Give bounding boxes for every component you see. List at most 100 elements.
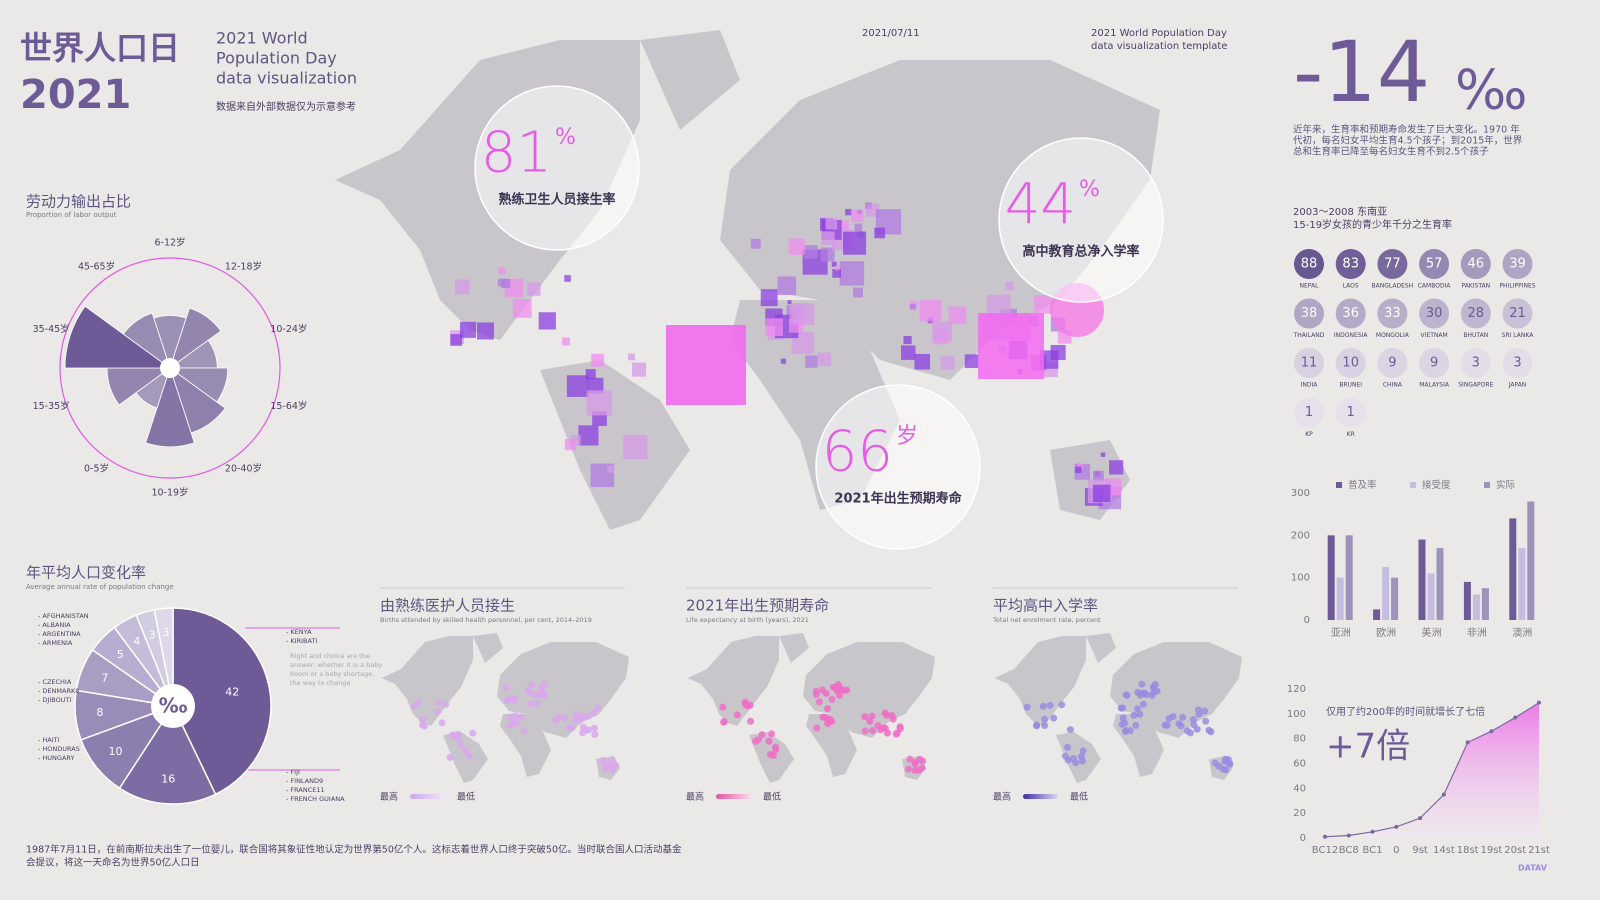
pie-label: 5 bbox=[117, 648, 124, 661]
legend-gradient bbox=[716, 794, 751, 799]
rose-label: 10-19岁 bbox=[151, 487, 188, 499]
x-tick-label: 澳洲 bbox=[1512, 626, 1532, 639]
map-dot bbox=[561, 714, 569, 722]
fertility-bubble bbox=[1377, 298, 1408, 329]
map-dot bbox=[1177, 722, 1185, 730]
point bbox=[1513, 715, 1518, 720]
note: - HUNGARY bbox=[38, 754, 75, 762]
country-label: MALAYSIA bbox=[1419, 382, 1450, 389]
bar bbox=[1436, 548, 1444, 620]
map-marker bbox=[839, 261, 865, 286]
map-marker bbox=[1077, 463, 1084, 469]
subtitle: data visualization bbox=[216, 69, 357, 88]
subtitle: 2021 World bbox=[216, 29, 308, 48]
map-dot bbox=[1041, 715, 1049, 723]
fertility-bubble bbox=[1419, 348, 1450, 378]
map-dot bbox=[434, 708, 442, 716]
map-marker bbox=[562, 337, 570, 346]
map-marker bbox=[632, 362, 647, 377]
fertility-value: 3 bbox=[1472, 356, 1480, 371]
map-marker bbox=[1093, 470, 1104, 482]
pie-label: 7 bbox=[101, 671, 108, 684]
map-dot bbox=[534, 699, 542, 707]
map-dot bbox=[768, 730, 776, 738]
point bbox=[1346, 833, 1351, 838]
map-dot bbox=[512, 719, 520, 727]
map-dot bbox=[861, 727, 869, 735]
annotation: the way to change bbox=[290, 679, 350, 687]
map-subtitle: Total net enrolment rate, percent bbox=[992, 616, 1101, 624]
map-dot bbox=[1138, 680, 1146, 688]
country-label: INDONESIA bbox=[1334, 332, 1368, 339]
map-dot bbox=[506, 721, 514, 729]
map-dot bbox=[511, 694, 519, 702]
callout-circle bbox=[815, 384, 981, 550]
country-label: KP bbox=[1305, 431, 1313, 438]
y-tick-label: 0 bbox=[1300, 833, 1306, 844]
map-dot bbox=[836, 683, 844, 691]
map-dot bbox=[535, 691, 543, 699]
rose-label: 15-35岁 bbox=[33, 400, 70, 412]
map-dot bbox=[1130, 711, 1138, 719]
map-marker bbox=[857, 209, 862, 215]
map-marker bbox=[832, 268, 842, 278]
map-marker bbox=[909, 304, 916, 310]
map-dot bbox=[1133, 705, 1141, 713]
map-dot bbox=[1189, 715, 1197, 723]
map-dot bbox=[591, 731, 599, 739]
map-dot bbox=[747, 717, 755, 725]
callout-value: 44 bbox=[1005, 172, 1076, 237]
map-dot bbox=[896, 723, 904, 731]
map-marker bbox=[450, 334, 463, 346]
map-dot bbox=[828, 695, 836, 703]
map-marker bbox=[591, 353, 605, 367]
pie-center-label: ‰ bbox=[159, 694, 188, 718]
map-marker bbox=[919, 300, 942, 322]
legend-low: 最低 bbox=[763, 791, 781, 803]
map-marker bbox=[666, 325, 746, 405]
y-tick-label: 60 bbox=[1293, 759, 1306, 770]
country-label: SINGAPORE bbox=[1458, 382, 1493, 389]
country-label: BRUNEI bbox=[1339, 382, 1362, 389]
legend-swatch bbox=[1336, 482, 1342, 488]
fertility-value: 88 bbox=[1301, 257, 1318, 272]
map-dot bbox=[1142, 691, 1150, 699]
note: - ALBANIA bbox=[38, 621, 71, 629]
map-marker bbox=[843, 231, 867, 255]
fertility-bubble bbox=[1377, 249, 1408, 279]
note: - KIRIBATI bbox=[286, 637, 317, 645]
fertility-bubble bbox=[1460, 348, 1491, 378]
map-marker bbox=[825, 217, 838, 230]
map-dot bbox=[599, 756, 607, 764]
map-dot bbox=[1066, 726, 1074, 734]
map-marker bbox=[831, 261, 837, 267]
y-tick-label: 20 bbox=[1293, 808, 1306, 819]
map-marker bbox=[932, 321, 952, 342]
bar bbox=[1391, 577, 1399, 620]
x-tick-label: 21st bbox=[1528, 845, 1550, 856]
map-dot bbox=[1186, 729, 1194, 737]
map-dot bbox=[503, 697, 511, 705]
map-dot bbox=[503, 684, 511, 692]
point bbox=[1441, 792, 1446, 797]
fertility-value: 21 bbox=[1509, 306, 1526, 321]
pie-slice bbox=[172, 607, 272, 796]
map-dot bbox=[1023, 703, 1031, 711]
map-marker bbox=[578, 425, 599, 446]
map-dot bbox=[1039, 702, 1047, 710]
map-dot bbox=[449, 731, 457, 739]
rose-label: 6-12岁 bbox=[154, 237, 185, 249]
year: 2021 bbox=[20, 72, 131, 118]
fertility-bubble bbox=[1335, 298, 1366, 329]
fertility-bubble bbox=[1294, 397, 1324, 428]
fertility-bubble bbox=[1294, 298, 1324, 329]
y-tick-label: 0 bbox=[1304, 615, 1310, 626]
map-dot bbox=[594, 704, 602, 712]
map-dot bbox=[1165, 715, 1173, 723]
pie-center bbox=[151, 684, 195, 728]
fertility-value: 28 bbox=[1468, 306, 1485, 321]
x-tick-label: BC12 bbox=[1312, 845, 1338, 856]
pie-label: 8 bbox=[96, 706, 103, 719]
map-marker bbox=[476, 322, 494, 340]
map-dot bbox=[541, 692, 549, 700]
